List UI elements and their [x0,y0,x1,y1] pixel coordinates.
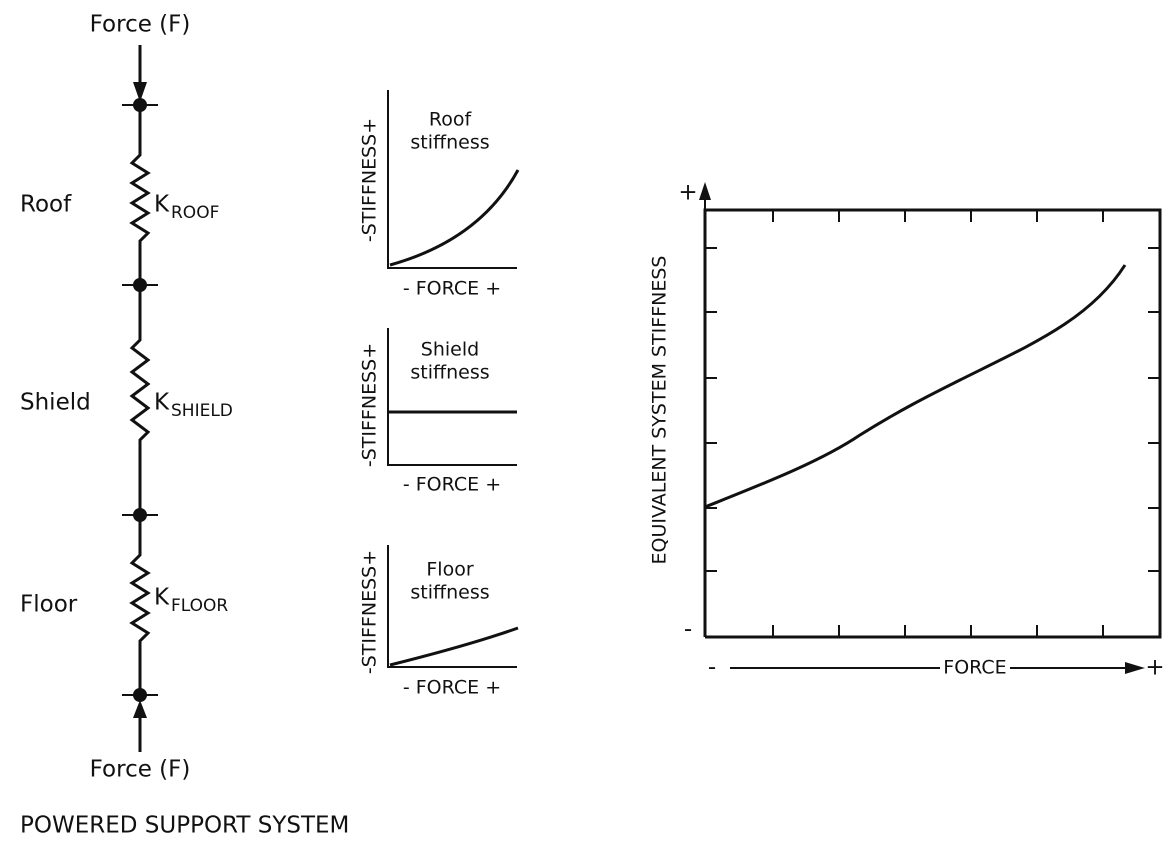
y-label: EQUIVALENT SYSTEM STIFFNESS [649,256,671,565]
axes [387,328,517,466]
mini-x-label: - FORCE + [403,677,501,699]
main-chart: + - EQUIVALENT SYSTEM STIFFNESS - FORCE … [649,180,1165,681]
spring-subscript: FLOOR [171,596,228,616]
curve [389,169,520,267]
arrow-head [699,182,711,200]
spring-subscript: SHIELD [171,401,233,421]
mini-title: stiffness [410,362,489,384]
force-label: Force (F) [90,757,191,783]
column-line [129,102,151,700]
frame [703,208,1162,639]
mini-y-label: -STIFFNESS+ [359,118,381,242]
y-plus: + [678,180,697,206]
x-plus: + [1145,655,1164,681]
mini-x-label: - FORCE + [403,474,501,496]
spring-name: Roof [20,192,72,218]
curve [704,264,1127,509]
mini-chart: Roof stiffness -STIFFNESS+ - FORCE + [359,90,520,300]
mini-chart: Floor stiffness -STIFFNESS+ - FORCE + [359,545,519,699]
mini-title: Floor [426,559,473,581]
curve [389,626,519,667]
axes [387,90,517,269]
x-label: FORCE [943,657,1006,679]
spring-subscript: ROOF [171,203,219,223]
y-minus: - [684,617,692,643]
support-column: Force (F) Force (F) Roof K ROOF Shield K… [20,12,349,839]
mini-y-label: -STIFFNESS+ [359,550,381,674]
mini-y-label: -STIFFNESS+ [359,343,381,467]
arrow-head [1125,662,1145,674]
caption: POWERED SUPPORT SYSTEM [20,813,349,839]
spring-symbol: K [154,585,170,611]
x-minus: - [708,655,716,681]
arrow-head [133,700,147,718]
mini-title: stiffness [410,132,489,154]
mini-title: Shield [421,339,479,361]
arrow-head [133,82,147,102]
spring-name: Shield [20,390,91,416]
spring-symbol: K [154,192,170,218]
mini-chart: Shield stiffness -STIFFNESS+ - FORCE + [359,328,517,496]
node-ticks [122,104,158,696]
mini-title: Roof [429,109,473,131]
mini-x-label: - FORCE + [403,278,501,300]
axes [387,545,517,668]
ticks [705,210,1160,637]
spring-name: Floor [20,592,78,618]
mini-title: stiffness [410,582,489,604]
spring-symbol: K [154,390,170,416]
force-label: Force (F) [90,12,191,38]
